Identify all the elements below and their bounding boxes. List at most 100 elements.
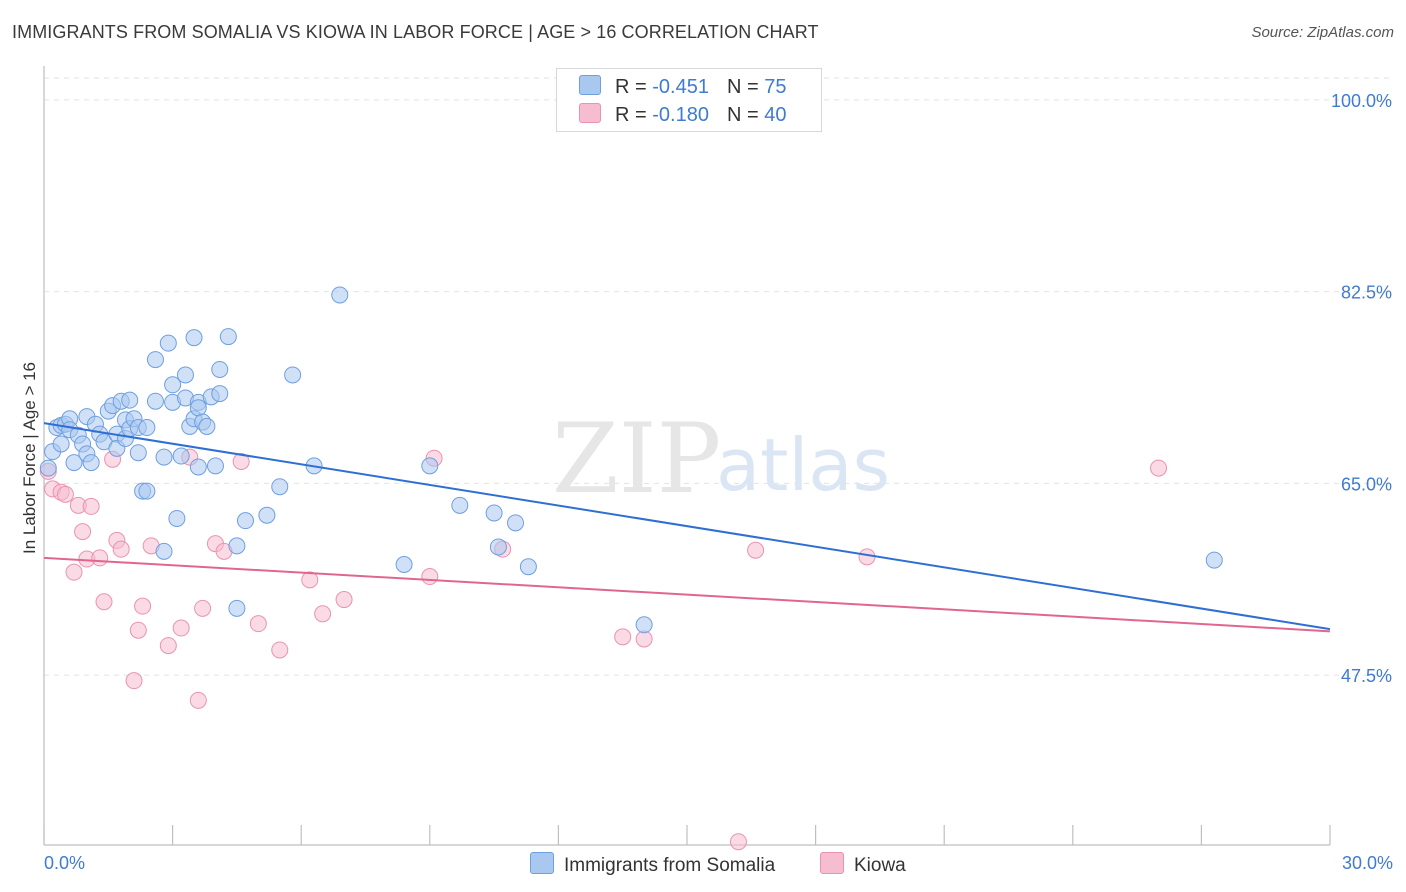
somalia-swatch	[530, 852, 554, 874]
legend-row-kiowa: R = -0.180 N = 40	[579, 103, 786, 127]
kiowa-point	[729, 833, 747, 851]
somalia-point	[82, 454, 100, 472]
legend-row-somalia: R = -0.451 N = 75	[579, 75, 786, 99]
somalia-point	[206, 457, 224, 475]
somalia-point	[138, 419, 156, 437]
somalia-point	[451, 496, 469, 514]
somalia-point	[168, 509, 186, 527]
kiowa-swatch	[820, 852, 844, 874]
kiowa-point	[172, 619, 190, 637]
source-note: Source: ZipAtlas.com	[1251, 24, 1394, 41]
watermark-atlas: atlas	[716, 423, 890, 507]
kiowa-point	[335, 591, 353, 609]
kiowa-point	[112, 540, 130, 558]
y-tick-label: 47.5%	[1341, 666, 1392, 686]
somalia-point	[485, 504, 503, 522]
grid-lines	[44, 77, 1392, 676]
somalia-point	[635, 616, 653, 634]
watermark-zip: ZIP	[552, 403, 721, 515]
somalia-point	[155, 448, 173, 466]
somalia-point	[129, 444, 147, 462]
somalia-point	[65, 454, 83, 472]
chart-title: IMMIGRANTS FROM SOMALIA VS KIOWA IN LABO…	[12, 22, 819, 42]
somalia-point	[507, 514, 525, 532]
somalia-point	[219, 328, 237, 346]
n-value: 40	[764, 104, 787, 126]
n-label: N =	[726, 76, 765, 98]
x-tick-label-min: 0.0%	[44, 853, 85, 873]
kiowa-point	[614, 628, 632, 646]
kiowa-point	[747, 541, 765, 559]
somalia-point	[198, 417, 216, 435]
somalia-point	[39, 459, 57, 477]
legend-item-somalia: Immigrants from Somalia	[530, 852, 775, 877]
kiowa-point	[134, 597, 152, 615]
y-axis-label: In Labor Force | Age > 16	[20, 362, 39, 554]
somalia-point	[284, 366, 302, 384]
kiowa-point	[91, 549, 109, 567]
r-value: -0.180	[652, 104, 709, 126]
kiowa-point	[635, 630, 653, 648]
y-tick-label: 65.0%	[1341, 474, 1392, 494]
n-value: 75	[764, 76, 787, 98]
somalia-trend-line	[43, 422, 1331, 631]
somalia-point	[146, 392, 164, 410]
y-tick-labels: 100.0% 82.5% 65.0% 47.5%	[1331, 91, 1392, 686]
trend-lines	[43, 422, 1331, 633]
r-label: R =	[615, 76, 653, 98]
r-value: -0.451	[652, 76, 709, 98]
somalia-point	[185, 329, 203, 347]
somalia-point	[121, 391, 139, 409]
somalia-point	[258, 506, 276, 524]
stats-legend: R = -0.451 N = 75 R = -0.180 N = 40	[556, 68, 822, 132]
kiowa-point	[74, 523, 92, 541]
kiowa-point	[56, 485, 74, 503]
kiowa-point	[232, 453, 250, 470]
somalia-point	[172, 447, 190, 465]
kiowa-point	[82, 497, 100, 515]
somalia-point	[395, 555, 413, 573]
kiowa-point	[271, 641, 289, 659]
somalia-point	[189, 399, 207, 417]
series-somalia	[39, 286, 1223, 634]
somalia-point	[1205, 551, 1223, 569]
kiowa-point	[194, 599, 212, 617]
somalia-point	[211, 385, 229, 403]
somalia-swatch	[579, 75, 601, 95]
somalia-point	[236, 512, 254, 530]
axes	[43, 66, 1331, 846]
somalia-point	[211, 360, 229, 378]
legend-label: Immigrants from Somalia	[564, 855, 776, 876]
somalia-point	[155, 542, 173, 560]
kiowa-trend-line	[43, 556, 1331, 633]
somalia-point	[271, 478, 289, 496]
legend-item-kiowa: Kiowa	[820, 852, 906, 877]
kiowa-point	[125, 672, 143, 690]
somalia-point	[228, 599, 246, 617]
kiowa-point	[1150, 459, 1168, 477]
kiowa-point	[65, 563, 83, 581]
kiowa-swatch	[579, 103, 601, 123]
somalia-point	[331, 286, 349, 304]
somalia-point	[164, 376, 182, 394]
somalia-point	[519, 558, 537, 576]
somalia-point	[52, 435, 70, 453]
y-tick-label: 82.5%	[1341, 283, 1392, 303]
y-tick-label: 100.0%	[1331, 91, 1392, 111]
kiowa-point	[314, 605, 332, 623]
kiowa-point	[249, 615, 267, 633]
somalia-point	[159, 334, 177, 352]
kiowa-point	[189, 691, 207, 709]
x-tick-label-max: 30.0%	[1342, 853, 1393, 873]
x-tick-labels: 0.0% 30.0%	[44, 853, 1393, 873]
kiowa-point	[421, 568, 439, 586]
kiowa-point	[129, 621, 147, 639]
somalia-point	[146, 351, 164, 369]
kiowa-point	[301, 571, 319, 589]
somalia-point	[489, 538, 507, 556]
legend-label: Kiowa	[854, 855, 906, 876]
somalia-point	[228, 537, 246, 555]
somalia-point	[421, 457, 439, 475]
kiowa-point	[159, 637, 177, 655]
kiowa-point	[95, 593, 113, 611]
